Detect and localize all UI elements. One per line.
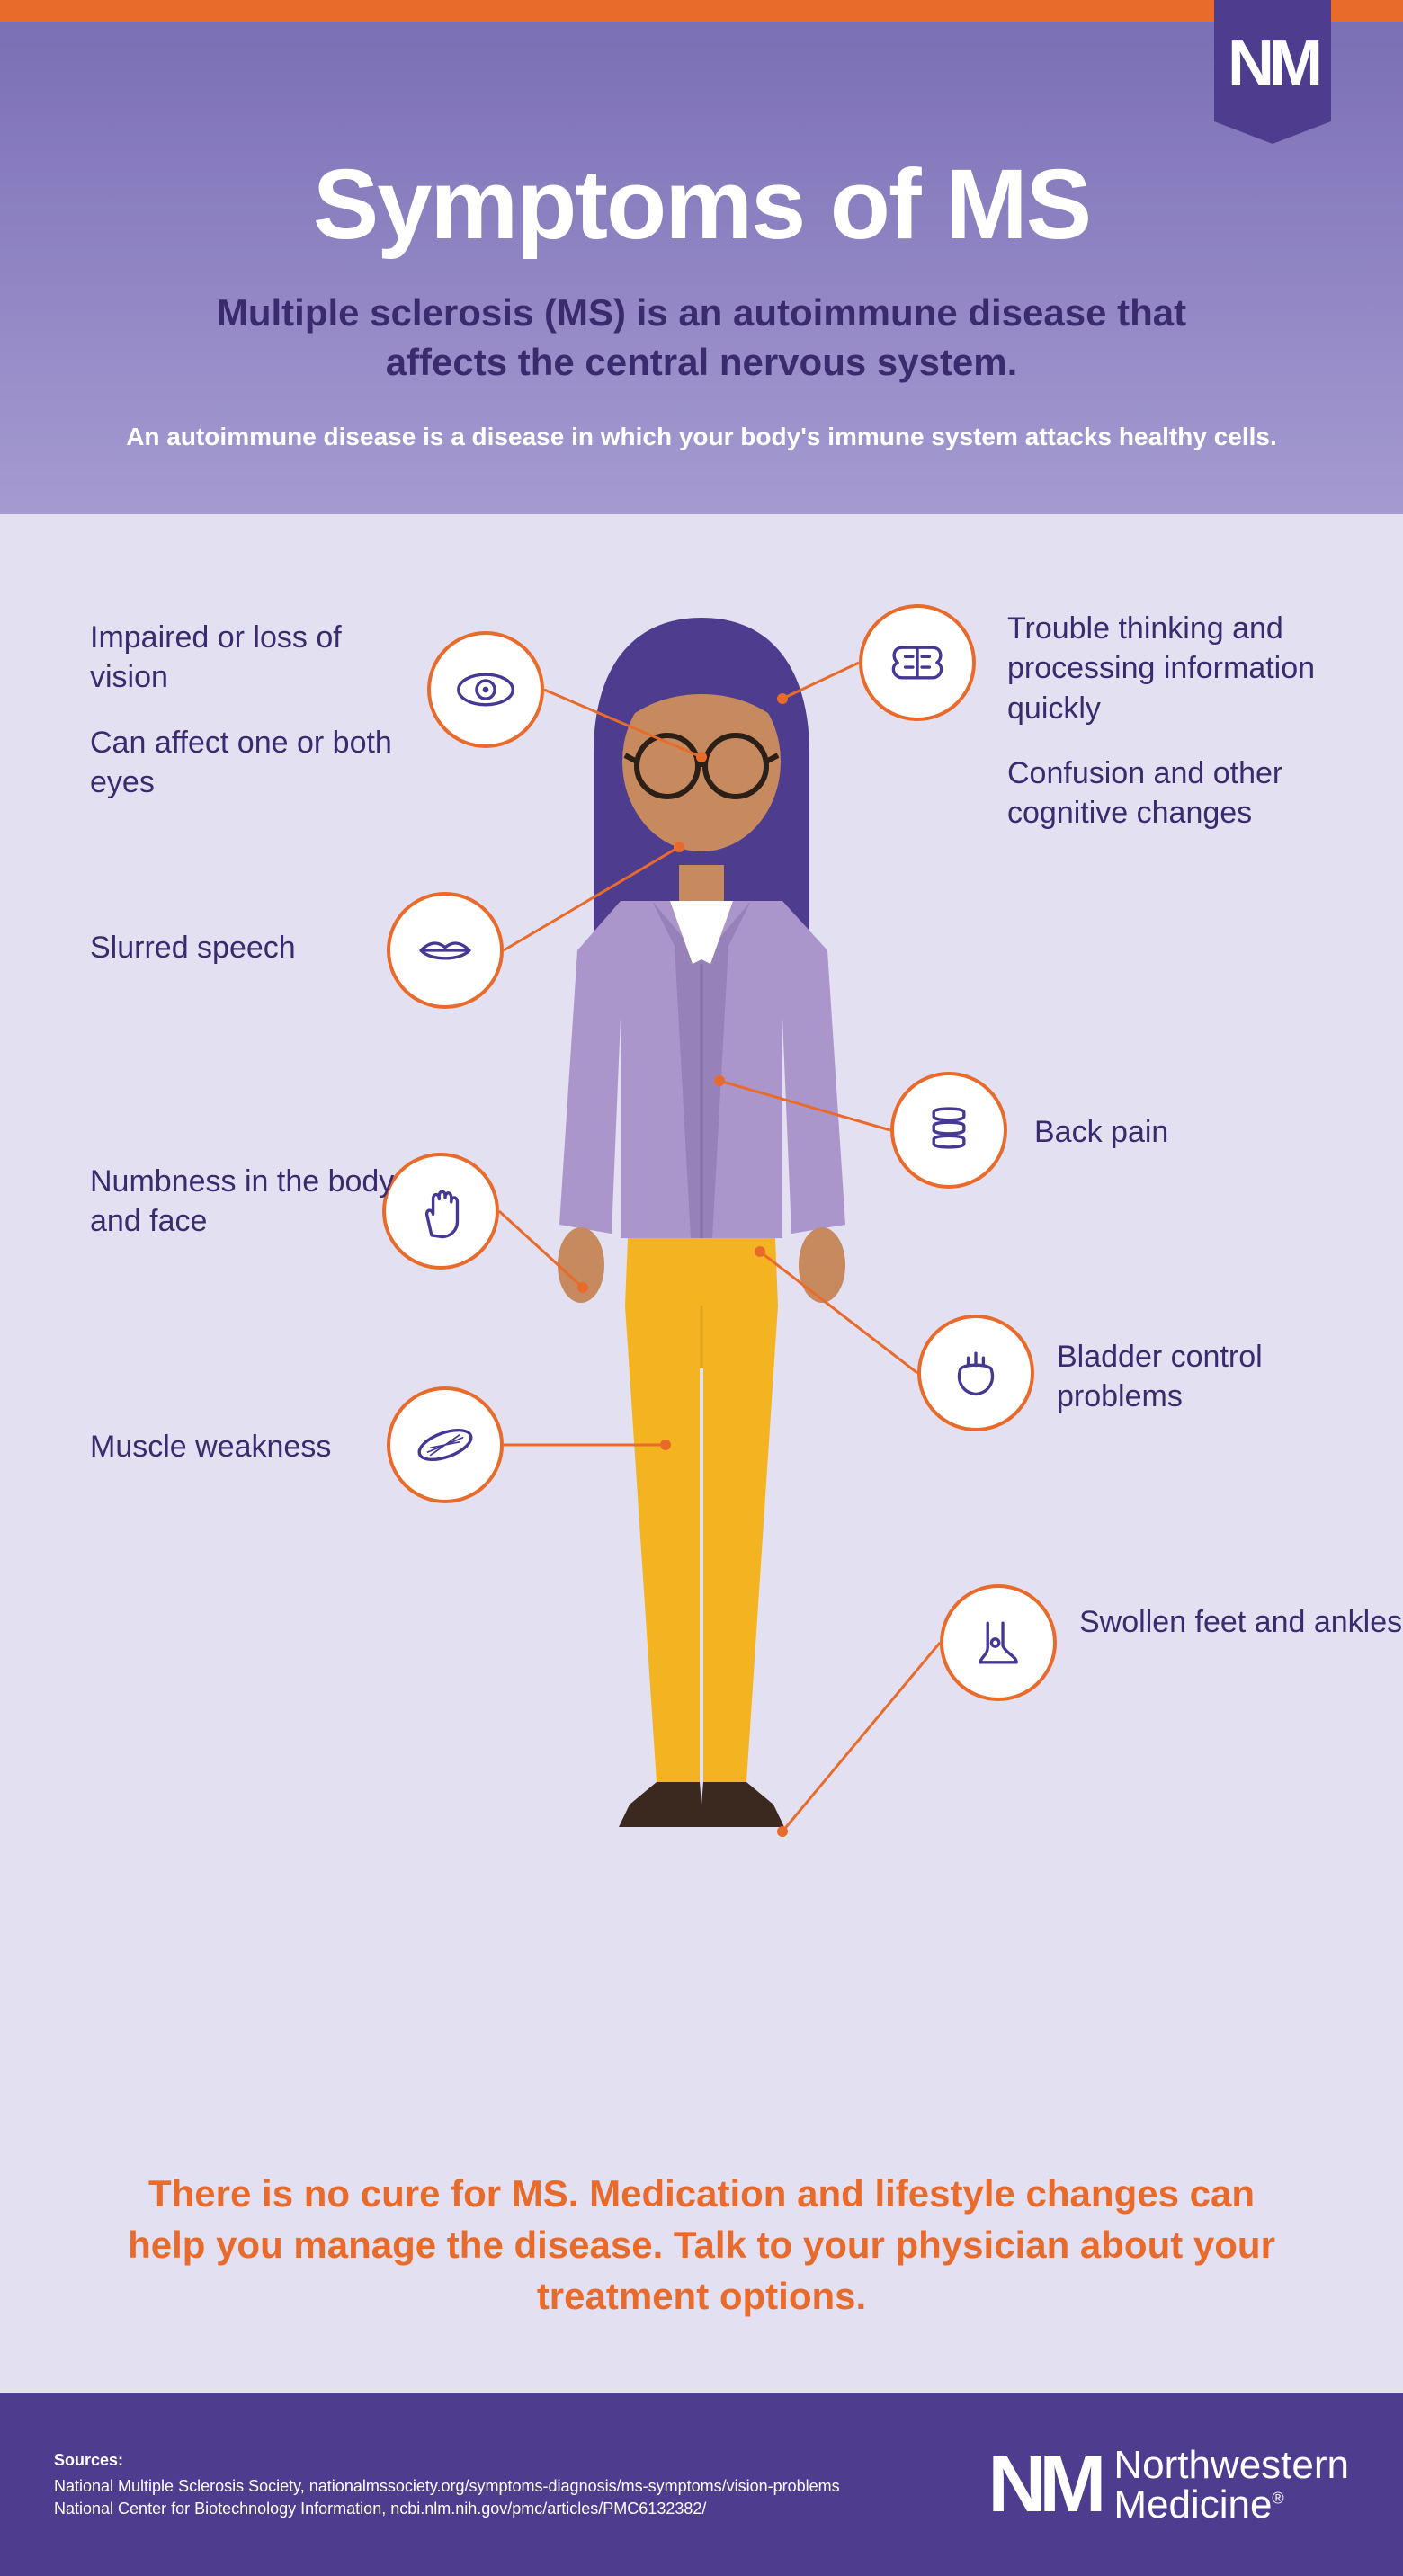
back-icon <box>890 1072 1007 1189</box>
brain-label: Trouble thinking and processing informat… <box>1007 609 1331 833</box>
person-illustration <box>513 604 890 1863</box>
bladder-label: Bladder control problems <box>1057 1337 1381 1416</box>
subtitle: Multiple sclerosis (MS) is an autoimmune… <box>207 289 1196 387</box>
page-title: Symptoms of MS <box>90 147 1313 262</box>
top-accent-bar <box>0 0 1403 22</box>
feet-icon <box>940 1584 1057 1701</box>
feet-label: Swollen feet and ankles <box>1079 1602 1403 1642</box>
footer: Sources: National Multiple Sclerosis Soc… <box>0 2393 1403 2576</box>
header-section: Symptoms of MS Multiple sclerosis (MS) i… <box>0 22 1403 514</box>
brand-name-bottom: Medicine® <box>1113 2485 1349 2525</box>
brand-logo: NM Northwestern Medicine® <box>987 2438 1349 2531</box>
definition-text: An autoimmune disease is a disease in wh… <box>117 423 1286 451</box>
sources-block: Sources: National Multiple Sclerosis Soc… <box>54 2449 840 2521</box>
muscle-icon <box>387 1386 504 1503</box>
brand-name-top: Northwestern <box>1113 2446 1349 2485</box>
source-line-1: National Multiple Sclerosis Society, nat… <box>54 2475 840 2498</box>
brand-ribbon: NM <box>1214 0 1331 144</box>
infographic-container: NM Symptoms of MS Multiple sclerosis (MS… <box>0 0 1403 2576</box>
symptom-diagram: Impaired or loss of visionCan affect one… <box>54 604 1349 2151</box>
back-label: Back pain <box>1034 1112 1358 1152</box>
sources-label: Sources: <box>54 2449 840 2472</box>
muscle-label: Muscle weakness <box>90 1427 396 1466</box>
brand-mark-icon: NM <box>987 2438 1099 2531</box>
callout-text: There is no cure for MS. Medication and … <box>117 2169 1286 2322</box>
brain-icon <box>859 604 976 721</box>
bladder-icon <box>917 1315 1034 1431</box>
body-section: Impaired or loss of visionCan affect one… <box>0 514 1403 2393</box>
numbness-label: Numbness in the body and face <box>90 1162 396 1241</box>
speech-label: Slurred speech <box>90 928 396 967</box>
numbness-icon <box>382 1153 499 1270</box>
svg-text:NM: NM <box>1228 28 1319 100</box>
vision-icon <box>427 631 544 748</box>
source-line-2: National Center for Biotechnology Inform… <box>54 2498 840 2520</box>
vision-label: Impaired or loss of visionCan affect one… <box>90 618 396 802</box>
speech-icon <box>387 892 504 1009</box>
